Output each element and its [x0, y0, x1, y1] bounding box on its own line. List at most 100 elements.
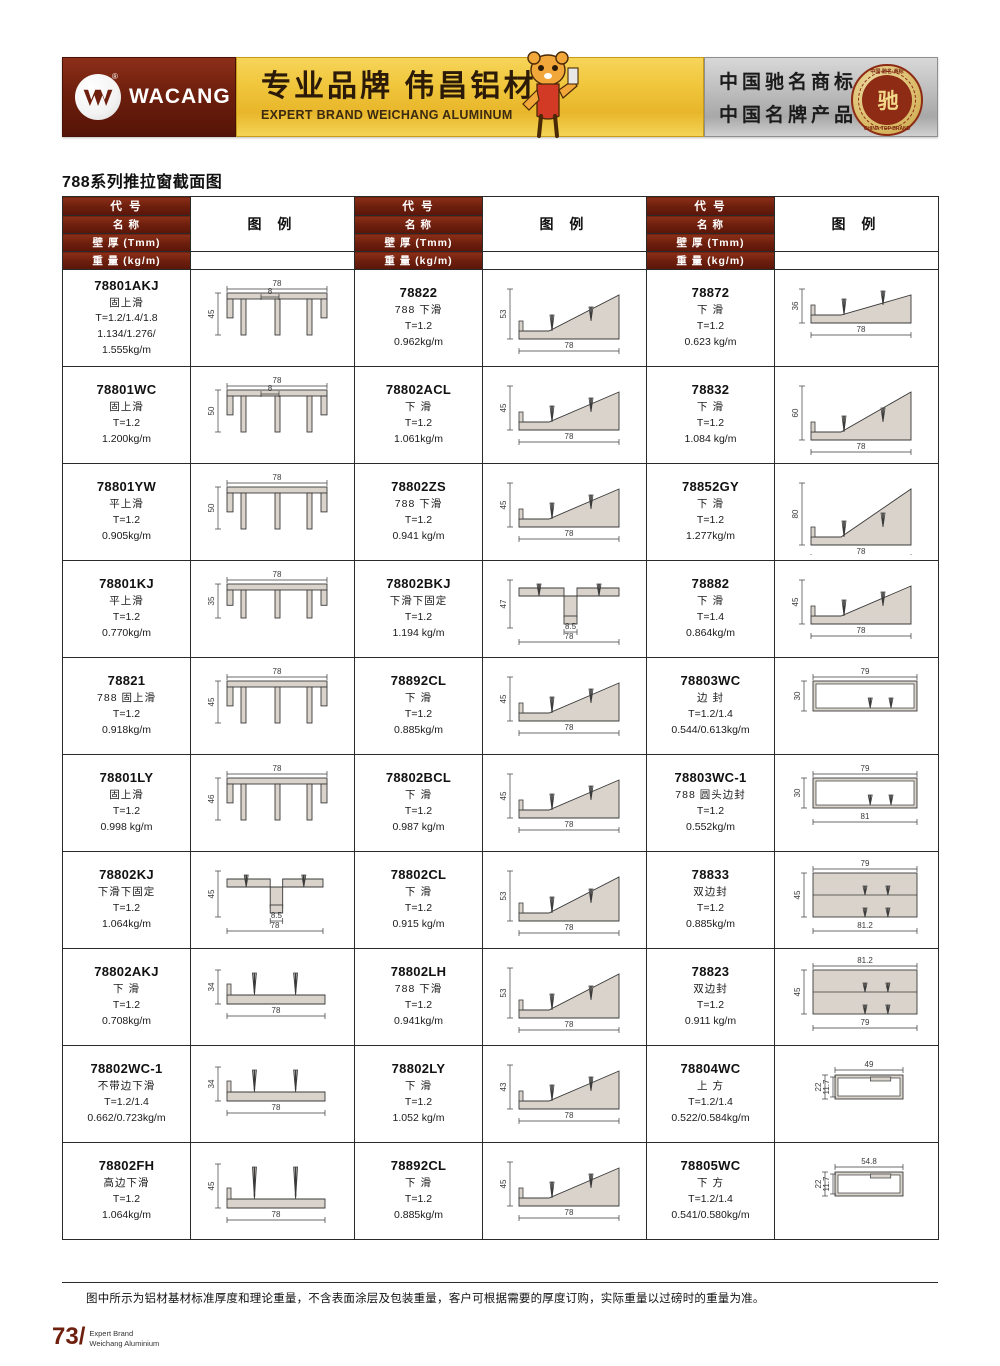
profile-weight: 1.200kg/m	[101, 432, 152, 445]
profile-drawing-cell: 53 78	[482, 948, 647, 1046]
profile-code: 78882	[691, 576, 730, 592]
svg-text:11.7: 11.7	[822, 1176, 831, 1192]
profile-info-cell: 78802FH 高边下滑 T=1.2 1.064kg/m	[62, 1142, 191, 1240]
profile-thickness: T=1.2	[696, 902, 725, 915]
profile-thickness: T=1.2	[404, 708, 433, 721]
svg-text:45: 45	[499, 694, 508, 703]
profile-weight: 0.918kg/m	[101, 723, 152, 736]
profile-drawing-cell: 78 8 45	[190, 269, 355, 367]
footer-divider	[62, 1282, 938, 1283]
table-row: 78821 788 固上滑 T=1.2 0.918kg/m 78 45 78892CL 下…	[62, 657, 939, 755]
svg-text:45: 45	[793, 987, 802, 996]
page-number: 73/	[52, 1323, 86, 1350]
svg-text:78: 78	[271, 1103, 280, 1112]
svg-text:78: 78	[272, 570, 281, 579]
profile-drawing-cell: 34 78	[190, 1045, 355, 1143]
profile-thickness: T=1.2	[696, 805, 725, 818]
profile-name: 下 方	[697, 1177, 724, 1190]
profile-info-cell: 78821 788 固上滑 T=1.2 0.918kg/m	[62, 657, 191, 755]
svg-text:46: 46	[207, 794, 216, 803]
footnote-text: 图中所示为铝材基材标准厚度和理论重量，不含表面涂层及包装重量，客户可根据需要的厚…	[86, 1293, 765, 1305]
profile-info-cell: 78892CL 下 滑 T=1.2 0.885kg/m	[354, 657, 483, 755]
svg-text:45: 45	[207, 889, 216, 898]
award-box: 中国驰名商标 中国名牌产品 中国·驰名·商标 驰 CHINA TOP BRAND	[704, 57, 938, 137]
profile-thickness: T=1.2	[404, 417, 433, 430]
profile-weight: 1.052 kg/m	[392, 1111, 445, 1124]
svg-text:45: 45	[499, 500, 508, 509]
svg-text:78: 78	[564, 1020, 573, 1029]
svg-text:45: 45	[207, 1181, 216, 1190]
profile-weight: 0.708kg/m	[101, 1014, 152, 1027]
svg-text:53: 53	[499, 988, 508, 997]
profile-info-cell: 78802BCL 下 滑 T=1.2 0.987 kg/m	[354, 754, 483, 852]
profile-info-cell: 78803WC-1 788 圆头边封 T=1.2 0.552kg/m	[646, 754, 775, 852]
svg-text:79: 79	[860, 1018, 869, 1027]
profile-thickness: T=1.2/1.4	[688, 708, 733, 721]
header-picture-spacer2	[482, 251, 647, 270]
profile-code: 78802WC-1	[90, 1061, 163, 1077]
header-code-col3: 代 号	[646, 196, 775, 216]
svg-text:78: 78	[856, 325, 865, 334]
header-banner: ® WACANG 专业品牌 伟昌铝材 EXPERT BRAND WEICHANG…	[62, 51, 938, 138]
profile-code: 78892CL	[390, 673, 447, 689]
profile-code: 78802AKJ	[94, 964, 159, 980]
profile-thickness: T=1.2	[404, 999, 433, 1012]
svg-text:78: 78	[564, 723, 573, 732]
banner-title-box: 专业品牌 伟昌铝材 EXPERT BRAND WEICHANG ALUMINUM	[236, 51, 704, 138]
profile-name: 下 滑	[405, 692, 432, 705]
profile-info-cell: 78802ACL 下 滑 T=1.2 1.061kg/m	[354, 366, 483, 464]
profile-code: 78803WC	[680, 673, 741, 689]
profile-thickness: T=1.2	[404, 320, 433, 333]
svg-text:45: 45	[791, 597, 800, 606]
profile-weight: 0.662/0.723kg/m	[87, 1111, 166, 1124]
profile-drawing-cell: 80 78	[774, 463, 939, 561]
svg-text:45: 45	[499, 403, 508, 412]
svg-text:45: 45	[793, 890, 802, 899]
profile-name: 边 封	[697, 692, 724, 705]
profile-thickness: T=1.2	[112, 514, 141, 527]
svg-text:34: 34	[207, 982, 216, 991]
svg-text:35: 35	[207, 596, 216, 605]
profile-drawing-cell: 79 30 81	[774, 754, 939, 852]
svg-text:45: 45	[499, 1179, 508, 1188]
banner-title-en: EXPERT BRAND WEICHANG ALUMINUM	[261, 108, 513, 122]
profile-info-cell: 78802KJ 下滑下固定 T=1.2 1.064kg/m	[62, 851, 191, 949]
award-line-1: 中国驰名商标	[719, 72, 858, 93]
profile-name: 788 固上滑	[97, 692, 156, 705]
svg-text:79: 79	[860, 764, 869, 773]
svg-text:79: 79	[860, 667, 869, 676]
profile-drawing-cell: 49 22 11.7	[774, 1045, 939, 1143]
profile-drawing-cell: 45 78	[482, 657, 647, 755]
profile-code: 78821	[107, 673, 146, 689]
profile-code: 78802ZS	[391, 479, 446, 495]
profile-thickness: T=1.2/1.4/1.8	[95, 312, 158, 325]
profile-name: 双边封	[693, 983, 728, 996]
svg-text:45: 45	[499, 791, 508, 800]
profile-weight: 0.541/0.580kg/m	[671, 1208, 750, 1221]
svg-text:22: 22	[814, 1179, 823, 1188]
profile-table: 代 号 图 例 代 号 图 例 代 号 图 例 名 称 名 称 名 称 壁 厚 …	[62, 196, 939, 1240]
profile-code: 78833	[691, 867, 730, 883]
profile-info-cell: 78822 788 下滑 T=1.2 0.962kg/m	[354, 269, 483, 367]
svg-text:78: 78	[564, 341, 573, 350]
profile-weight: 0.885kg/m	[393, 723, 444, 736]
profile-drawing-cell: 53 78	[482, 269, 647, 367]
footer-brand-line2: Weichang Aluminium	[89, 1338, 160, 1348]
table-row: 78802AKJ 下 滑 T=1.2 0.708kg/m 34 78 78802LH 78…	[62, 948, 939, 1046]
profile-drawing-cell: 43 78	[482, 1045, 647, 1143]
footer-brand-line1: Expert Brand	[89, 1329, 134, 1339]
profile-info-cell: 78802ZS 788 下滑 T=1.2 0.941 kg/m	[354, 463, 483, 561]
svg-text:30: 30	[793, 691, 802, 700]
profile-code: 78802LY	[391, 1061, 446, 1077]
profile-info-cell: 78882 下 滑 T=1.4 0.864kg/m	[646, 560, 775, 658]
profile-drawing-cell: 45 78	[190, 1142, 355, 1240]
profile-name: 788 下滑	[394, 304, 443, 317]
profile-drawing-cell: 34 78	[190, 948, 355, 1046]
header-picture-col1: 图 例	[190, 196, 355, 252]
svg-text:78: 78	[564, 529, 573, 538]
profile-info-cell: 78823 双边封 T=1.2 0.911 kg/m	[646, 948, 775, 1046]
profile-weight: 0.915 kg/m	[392, 917, 445, 930]
header-thickness-col2: 壁 厚 (Tmm)	[354, 233, 483, 252]
profile-thickness: T=1.2	[112, 417, 141, 430]
